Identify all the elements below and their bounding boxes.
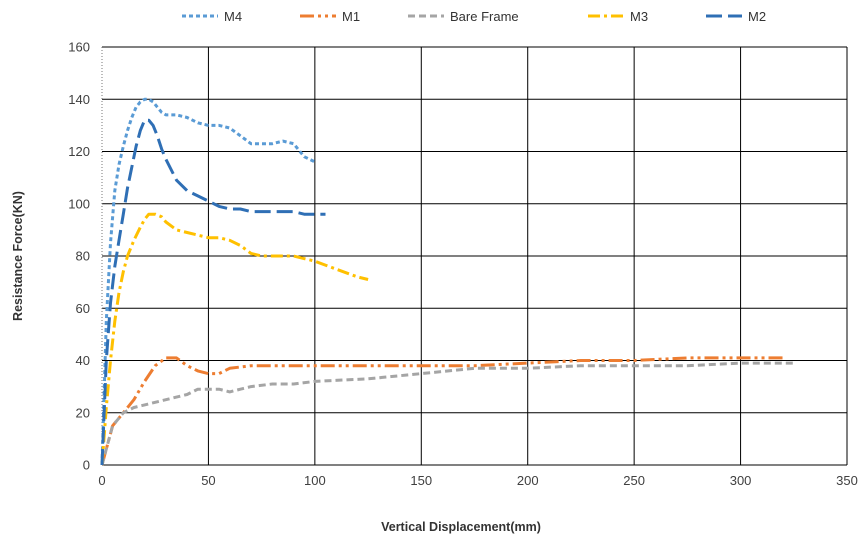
y-tick-label: 0 [83,458,90,473]
y-tick-label: 20 [76,405,90,420]
grid [101,46,848,466]
legend-label: Bare Frame [450,9,519,24]
series-line-m3 [100,212,369,466]
x-tick-label: 100 [304,473,326,488]
x-tick-label: 250 [623,473,645,488]
series-layer [100,97,794,466]
y-tick-label: 160 [68,40,90,55]
legend: M4 M1 Bare Frame M3 M2 [182,9,766,24]
series-line-m4 [100,97,316,466]
y-tick-label: 40 [76,353,90,368]
series-line-bare-frame [100,361,794,466]
y-tick-label: 60 [76,301,90,316]
x-tick-label: 50 [201,473,215,488]
x-tick-label: 150 [410,473,432,488]
tick-labels: 0 20 40 60 80 100 120 140 160 0 50 100 150 200 250 300 3… [68,40,858,489]
legend-label: M3 [630,9,648,24]
legend-label: M2 [748,9,766,24]
y-tick-label: 120 [68,144,90,159]
x-tick-label: 350 [836,473,858,488]
y-tick-label: 80 [76,249,90,264]
series-line-m2 [100,118,326,466]
series-line-m1 [100,356,784,466]
legend-label: M4 [224,9,242,24]
x-tick-label: 200 [517,473,539,488]
y-tick-label: 100 [68,196,90,211]
y-tick-label: 140 [68,92,90,107]
x-tick-label: 300 [730,473,752,488]
x-axis-title: Vertical Displacement(mm) [381,520,541,534]
y-axis-title: Resistance Force(KN) [11,191,25,321]
x-tick-label: 0 [98,473,105,488]
legend-label: M1 [342,9,360,24]
